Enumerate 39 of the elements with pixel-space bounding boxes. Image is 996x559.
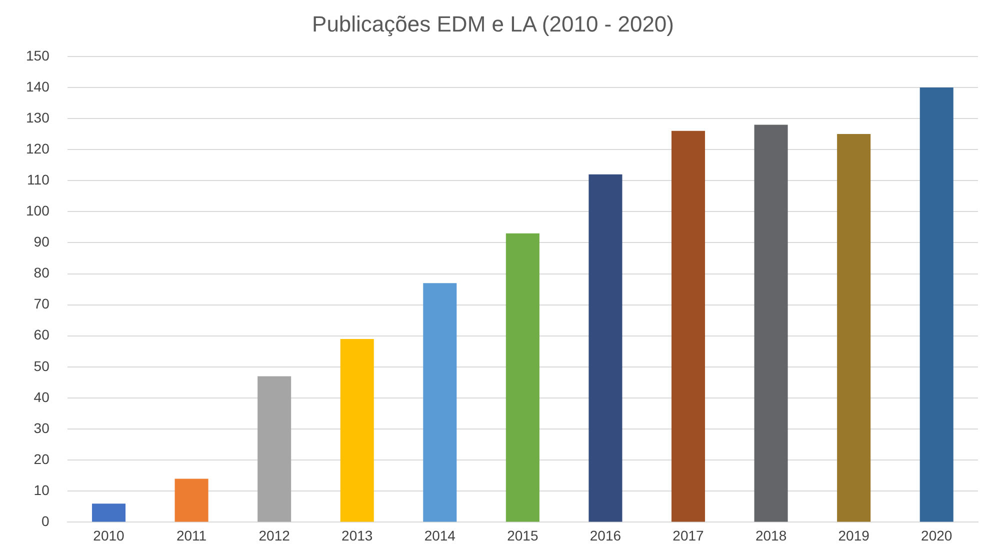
bar xyxy=(506,233,540,522)
bar xyxy=(174,478,208,522)
bar xyxy=(920,87,954,522)
x-tick-label: 2020 xyxy=(921,527,952,544)
x-tick-label: 2014 xyxy=(424,527,456,544)
y-tick-label: 110 xyxy=(27,171,50,188)
y-tick-label: 40 xyxy=(34,388,50,405)
bar xyxy=(92,504,126,522)
x-tick-label: 2010 xyxy=(93,527,125,544)
y-tick-label: 90 xyxy=(34,234,50,250)
x-tick-label: 2017 xyxy=(672,527,704,544)
y-tick-label: 80 xyxy=(34,264,50,281)
x-tick-label: 2016 xyxy=(590,527,622,544)
y-tick-label: 150 xyxy=(26,47,50,64)
y-tick-label: 60 xyxy=(34,326,50,343)
bar xyxy=(423,283,457,522)
x-tick-label: 2013 xyxy=(342,527,373,544)
chart-title: Publicações EDM e LA (2010 - 2020) xyxy=(312,11,674,36)
bar xyxy=(258,376,292,522)
bar xyxy=(588,174,622,522)
x-tick-label: 2011 xyxy=(176,527,207,544)
bar xyxy=(837,134,871,522)
bar xyxy=(671,130,706,522)
x-tick-label: 2015 xyxy=(507,527,538,544)
bar xyxy=(754,124,788,522)
y-tick-label: 10 xyxy=(34,482,50,498)
y-tick-label: 140 xyxy=(26,78,50,94)
x-tick-label: 2012 xyxy=(258,527,290,544)
y-tick-label: 20 xyxy=(34,450,50,467)
y-tick-label: 50 xyxy=(34,358,50,374)
x-tick-label: 2019 xyxy=(838,527,870,544)
y-tick-label: 70 xyxy=(34,296,50,312)
x-tick-label: 2018 xyxy=(755,527,787,544)
y-tick-label: 0 xyxy=(42,513,50,530)
y-tick-label: 130 xyxy=(26,109,50,126)
y-tick-label: 30 xyxy=(34,420,50,436)
y-tick-label: 120 xyxy=(26,140,50,156)
bar xyxy=(340,338,374,522)
y-tick-label: 100 xyxy=(26,202,50,219)
